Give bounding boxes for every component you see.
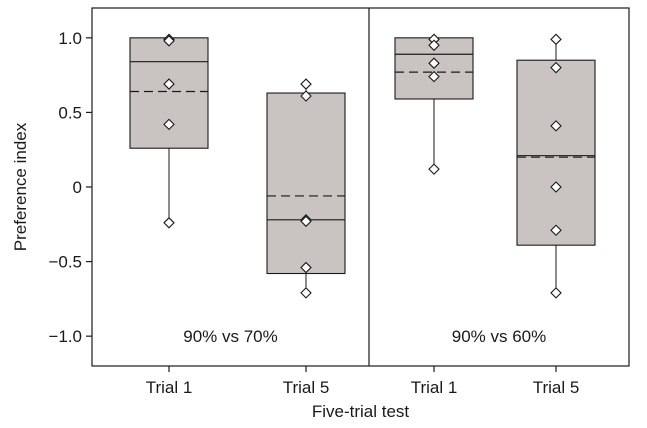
x-axis-label: Five-trial test bbox=[312, 402, 410, 421]
panel-label: 90% vs 70% bbox=[183, 327, 278, 346]
y-tick-label: −1.0 bbox=[48, 327, 82, 346]
data-point bbox=[550, 181, 562, 193]
data-point bbox=[300, 261, 312, 274]
data-point bbox=[428, 163, 440, 175]
data-point bbox=[428, 70, 440, 83]
data-point bbox=[550, 287, 562, 299]
data-point bbox=[550, 33, 562, 46]
data-point bbox=[300, 90, 312, 102]
panel-label: 90% vs 60% bbox=[452, 327, 547, 346]
data-point bbox=[300, 78, 312, 90]
data-point bbox=[428, 57, 440, 69]
y-tick-label: 1.0 bbox=[58, 29, 82, 48]
box bbox=[266, 92, 346, 275]
data-point bbox=[163, 35, 175, 47]
box bbox=[129, 37, 209, 149]
data-point bbox=[300, 287, 312, 299]
x-tick-label: Trial 5 bbox=[533, 378, 580, 397]
data-point bbox=[428, 39, 440, 52]
data-point bbox=[550, 120, 562, 132]
x-tick-label: Trial 1 bbox=[411, 378, 458, 397]
data-point bbox=[550, 61, 562, 74]
x-tick-label: Trial 5 bbox=[283, 378, 330, 397]
y-tick-label: 0.5 bbox=[58, 103, 82, 122]
data-point bbox=[163, 78, 175, 90]
y-tick-label: 0 bbox=[73, 178, 82, 197]
data-point bbox=[300, 215, 312, 228]
data-point bbox=[550, 224, 562, 237]
box bbox=[516, 59, 596, 246]
x-tick-label: Trial 1 bbox=[146, 378, 193, 397]
data-point bbox=[163, 118, 175, 131]
y-tick-label: −0.5 bbox=[48, 253, 82, 272]
data-point bbox=[163, 217, 175, 229]
y-axis-label: Preference index bbox=[11, 122, 30, 251]
